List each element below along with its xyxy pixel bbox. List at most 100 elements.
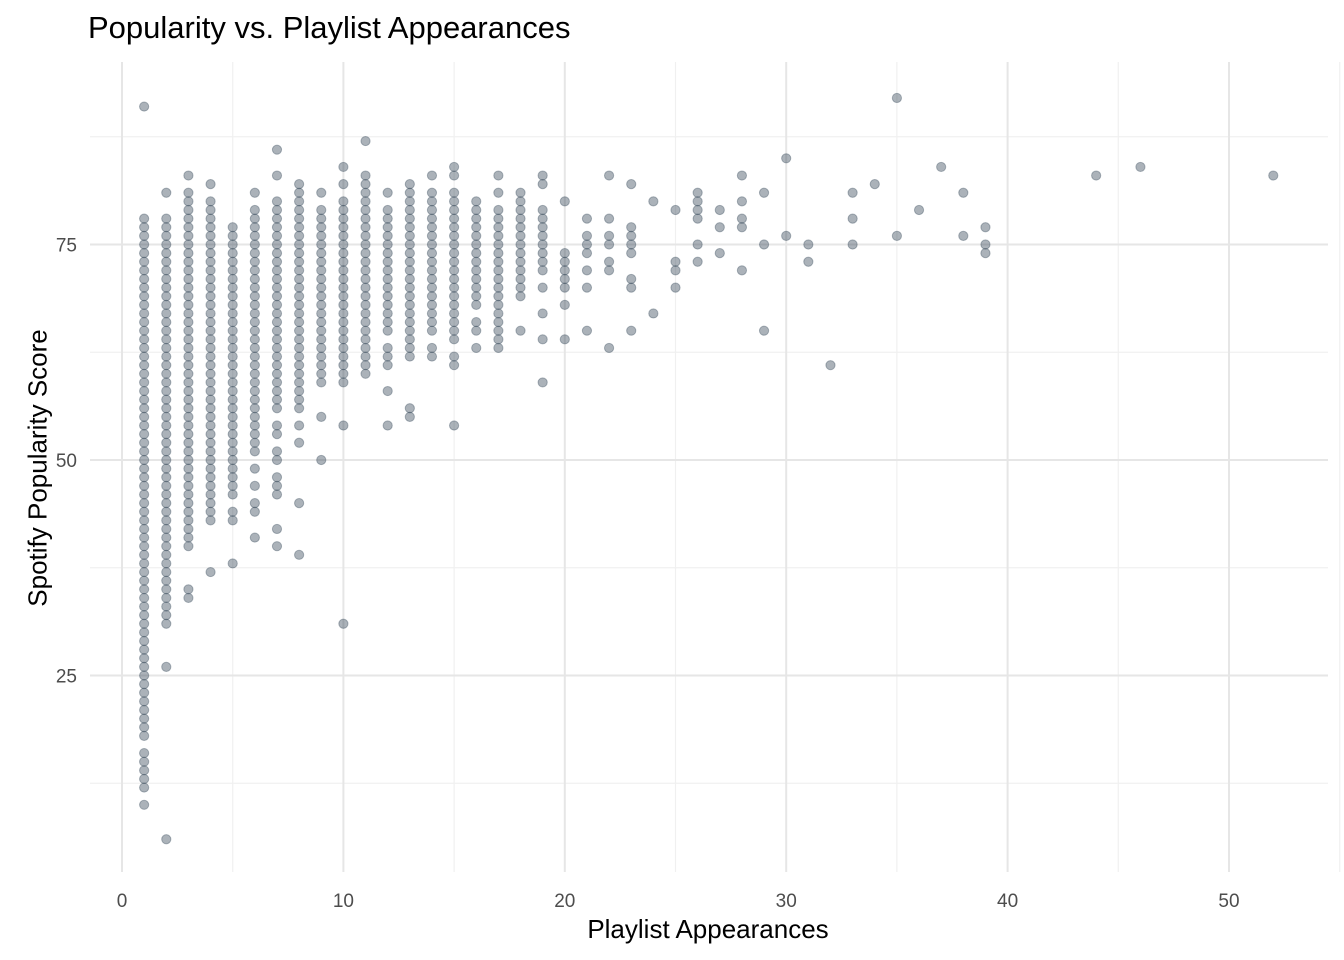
data-point bbox=[338, 222, 349, 233]
data-point bbox=[426, 230, 438, 241]
data-point bbox=[382, 222, 393, 233]
data-point bbox=[271, 385, 283, 397]
data-point bbox=[183, 342, 194, 354]
data-point bbox=[382, 282, 393, 293]
data-point bbox=[471, 342, 482, 354]
data-point bbox=[183, 213, 194, 224]
data-point bbox=[205, 420, 216, 431]
data-point bbox=[271, 248, 283, 259]
data-point bbox=[139, 601, 150, 612]
data-point bbox=[139, 377, 150, 388]
data-point bbox=[205, 308, 216, 319]
data-point bbox=[404, 334, 415, 345]
data-point bbox=[1091, 170, 1102, 181]
data-point bbox=[338, 196, 349, 207]
data-point bbox=[161, 342, 172, 354]
data-point bbox=[537, 170, 548, 181]
data-point bbox=[161, 248, 172, 259]
data-point bbox=[537, 308, 548, 319]
data-point bbox=[139, 670, 150, 681]
y-tick-label: 50 bbox=[56, 451, 77, 472]
data-point bbox=[161, 411, 172, 422]
data-point bbox=[294, 368, 305, 379]
data-point bbox=[537, 230, 548, 241]
data-point bbox=[205, 515, 216, 526]
data-point bbox=[205, 222, 216, 233]
data-point bbox=[139, 342, 150, 354]
data-point bbox=[183, 222, 194, 233]
data-point bbox=[559, 273, 570, 285]
data-point bbox=[316, 273, 327, 285]
data-point bbox=[249, 316, 260, 328]
data-point bbox=[316, 239, 327, 250]
data-point bbox=[493, 213, 504, 224]
data-point bbox=[183, 308, 194, 319]
data-point bbox=[227, 316, 238, 328]
data-point bbox=[183, 273, 194, 285]
data-point bbox=[404, 316, 415, 328]
data-point bbox=[139, 566, 150, 578]
data-point bbox=[316, 230, 327, 241]
data-point bbox=[426, 273, 438, 285]
data-point bbox=[294, 334, 305, 345]
data-point bbox=[338, 230, 349, 241]
data-point bbox=[183, 437, 194, 448]
data-point bbox=[183, 265, 194, 276]
data-point bbox=[205, 196, 216, 207]
data-point bbox=[493, 187, 504, 198]
data-point bbox=[205, 299, 216, 310]
data-point bbox=[139, 291, 150, 302]
data-point bbox=[139, 799, 150, 810]
data-point bbox=[271, 291, 283, 302]
data-point bbox=[205, 403, 216, 414]
data-point bbox=[493, 222, 504, 233]
data-point bbox=[493, 282, 504, 293]
data-point bbox=[205, 334, 216, 345]
data-point bbox=[205, 342, 216, 354]
data-point bbox=[294, 394, 305, 405]
data-point bbox=[139, 679, 150, 690]
data-point bbox=[249, 506, 260, 517]
data-point bbox=[493, 342, 504, 354]
data-point bbox=[205, 446, 216, 457]
data-point bbox=[493, 308, 504, 319]
data-point bbox=[559, 299, 570, 310]
data-point bbox=[183, 463, 194, 474]
data-point bbox=[249, 282, 260, 293]
data-point bbox=[382, 351, 393, 362]
data-point bbox=[205, 256, 216, 267]
data-point bbox=[692, 187, 703, 198]
data-point bbox=[626, 325, 637, 336]
data-point bbox=[382, 360, 393, 371]
data-point bbox=[249, 446, 260, 457]
data-point bbox=[449, 213, 460, 224]
data-point bbox=[161, 385, 172, 397]
data-point bbox=[382, 325, 393, 336]
data-point bbox=[139, 592, 150, 604]
data-point bbox=[139, 454, 150, 466]
data-point bbox=[139, 549, 150, 560]
data-point bbox=[161, 299, 172, 310]
data-point bbox=[360, 334, 371, 345]
data-point bbox=[183, 256, 194, 267]
data-point bbox=[426, 342, 438, 354]
data-point bbox=[404, 239, 415, 250]
data-point bbox=[249, 187, 260, 198]
data-point bbox=[139, 351, 150, 362]
data-point bbox=[360, 196, 371, 207]
data-point bbox=[360, 170, 371, 181]
data-point bbox=[227, 342, 238, 354]
data-point bbox=[183, 506, 194, 517]
data-point bbox=[471, 299, 482, 310]
data-point bbox=[161, 351, 172, 362]
data-point bbox=[139, 610, 150, 621]
data-point bbox=[581, 213, 593, 224]
data-point bbox=[980, 222, 991, 233]
data-point bbox=[249, 230, 260, 241]
data-point bbox=[471, 265, 482, 276]
data-point bbox=[360, 239, 371, 250]
data-point bbox=[692, 239, 703, 250]
data-point bbox=[338, 351, 349, 362]
data-point bbox=[161, 368, 172, 379]
data-point bbox=[205, 360, 216, 371]
